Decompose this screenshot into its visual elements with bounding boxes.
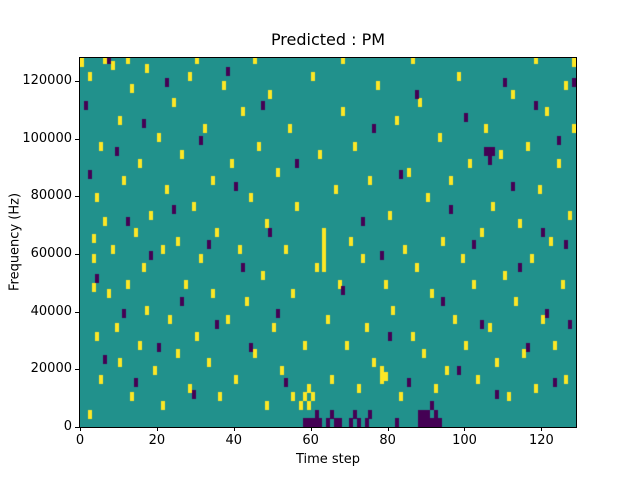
x-tick-mark	[156, 427, 158, 431]
chart-title: Predicted : PM	[270, 30, 386, 49]
y-tick-label: 120000	[22, 73, 72, 89]
x-tick-mark	[541, 427, 543, 431]
y-tick-mark	[75, 81, 79, 83]
y-tick-label: 60000	[30, 246, 72, 262]
x-tick-label: 60	[302, 433, 319, 448]
x-tick-label: 0	[75, 433, 85, 448]
x-tick-label: 80	[379, 433, 396, 448]
y-tick-mark	[75, 311, 79, 313]
y-tick-label: 100000	[22, 130, 72, 146]
x-tick-mark	[464, 427, 466, 431]
x-tick-label: 20	[148, 433, 166, 448]
x-tick-label: 40	[225, 433, 243, 448]
x-tick-mark	[233, 427, 235, 431]
plot-area	[79, 57, 577, 428]
y-tick-label: 40000	[30, 303, 72, 319]
x-tick-label: 100	[452, 433, 477, 448]
y-tick-label: 20000	[30, 361, 72, 377]
y-tick-mark	[75, 138, 79, 140]
x-tick-label: 120	[528, 433, 554, 448]
y-tick-label: 80000	[30, 188, 72, 204]
x-axis-label: Time step	[295, 452, 361, 467]
y-tick-mark	[75, 427, 79, 428]
y-axis-label: Frequency (Hz)	[7, 192, 23, 292]
heatmap-canvas	[80, 58, 576, 427]
y-tick-mark	[75, 196, 79, 198]
y-tick-mark	[75, 369, 79, 371]
x-tick-mark	[80, 427, 81, 431]
y-tick-mark	[75, 254, 79, 256]
x-tick-mark	[387, 427, 389, 431]
x-tick-mark	[310, 427, 312, 431]
y-tick-label: 0	[63, 419, 72, 434]
